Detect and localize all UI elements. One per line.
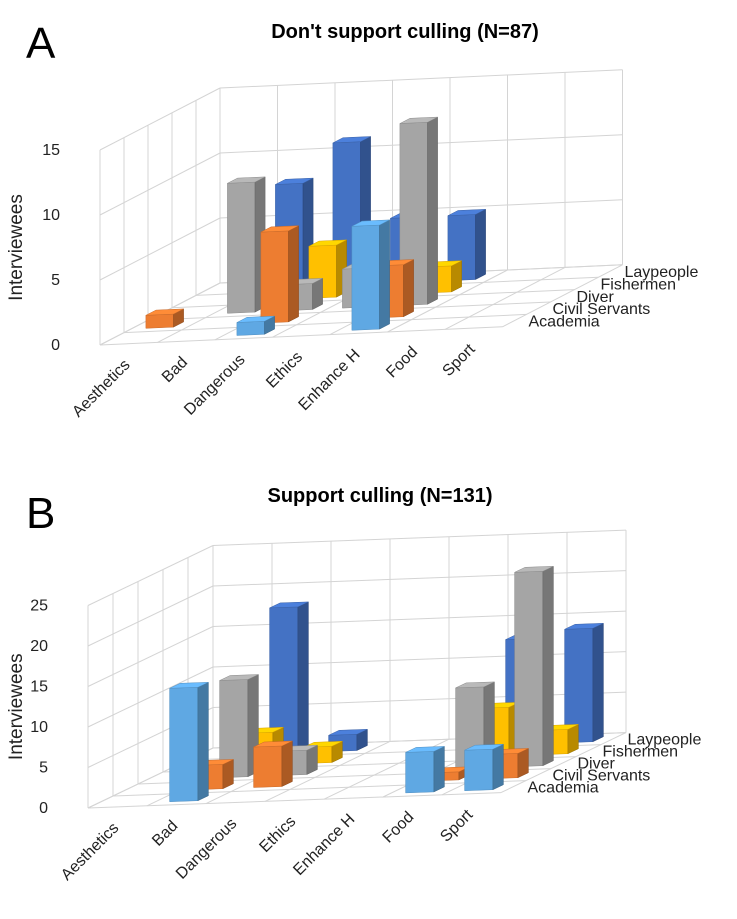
y-tick-label: 5 [51, 272, 60, 289]
y-tick-label: 10 [30, 719, 48, 736]
x-tick-label: Enhance H [296, 346, 364, 414]
y-tick-label: 0 [51, 337, 60, 354]
bars [145, 116, 486, 336]
chart-panel-b: B Support culling (N=131) 0 5 10 15 20 25 Interv… [6, 485, 701, 884]
grid [87, 529, 627, 809]
bar-academia-bad [169, 681, 209, 802]
bar-laypeople-sport [564, 622, 604, 743]
y-axis-label: Interviewees [6, 653, 27, 760]
bar-diver-sport [514, 565, 554, 767]
x-tick-label: Aesthetics [58, 820, 122, 884]
x-tick-label: Ethics [263, 349, 306, 392]
panel-letter: B [26, 489, 55, 538]
series-label: Academia [529, 314, 600, 331]
series-label: Laypeople [628, 732, 702, 749]
series-label: Fishermen [601, 276, 677, 293]
bar-academia-enhance-h [351, 219, 390, 331]
y-tick-label: 5 [39, 760, 48, 777]
bar-diver-bad [227, 176, 266, 314]
series-label: Laypeople [625, 264, 699, 281]
series-label: Civil Servants [553, 768, 651, 785]
x-tick-label: Sport [437, 806, 476, 845]
y-tick-label: 15 [42, 142, 60, 159]
series-label: Academia [528, 780, 599, 797]
series-label: Diver [578, 756, 616, 773]
y-axis-label: Interviewees [6, 194, 27, 301]
x-tick-label: Dangerous [173, 815, 240, 882]
x-tick-label: Enhance H [290, 811, 358, 879]
chart-panel-a: A Don't support culling (N=87) 0 5 10 15 Inter… [6, 19, 698, 421]
x-tick-label: Food [383, 344, 421, 382]
x-tick-label: Ethics [256, 813, 299, 856]
bar-academia-food [405, 746, 445, 794]
bar-academia-sport [464, 743, 504, 791]
x-tick-label: Food [380, 809, 418, 847]
chart-title: Don't support culling (N=87) [271, 21, 539, 43]
y-tick-label: 15 [30, 679, 48, 696]
y-tick-label: 20 [30, 638, 48, 655]
series-label: Civil Servants [553, 301, 651, 318]
series-label: Fishermen [603, 744, 679, 761]
y-tick-label: 25 [30, 598, 48, 615]
bar-civil-servants-dangerous [260, 225, 299, 324]
x-tick-label: Sport [440, 341, 479, 380]
panel-letter: A [26, 19, 56, 68]
bar-academia-dangerous [236, 315, 275, 336]
x-tick-label: Dangerous [181, 351, 248, 418]
bar-civil-servants-aesthetics [145, 308, 184, 329]
y-tick-label: 10 [42, 207, 60, 224]
x-tick-label: Bad [159, 354, 191, 386]
chart-title: Support culling (N=131) [267, 485, 492, 507]
bar-laypeople-bad [269, 601, 309, 754]
y-tick-label: 0 [39, 800, 48, 817]
x-tick-label: Aesthetics [69, 357, 133, 421]
series-label: Diver [577, 289, 615, 306]
x-tick-label: Bad [149, 818, 181, 850]
bars [169, 565, 604, 802]
bar-civil-servants-dangerous [253, 740, 293, 788]
